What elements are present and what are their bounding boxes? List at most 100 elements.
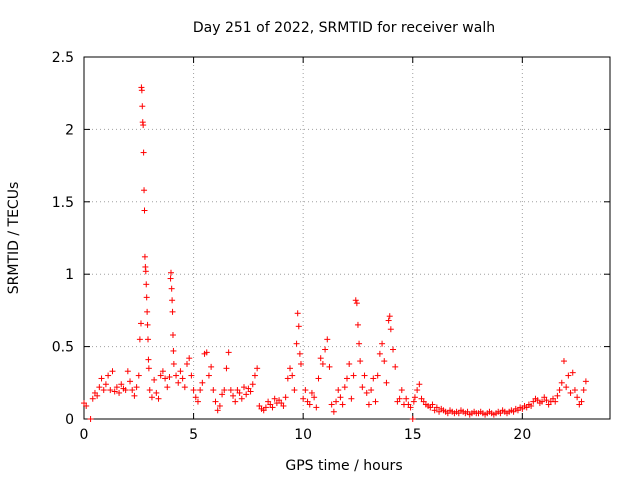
- data-point: [143, 294, 150, 301]
- data-point: [554, 392, 561, 399]
- chart-title: Day 251 of 2022, SRMTID for receiver wal…: [193, 20, 495, 36]
- data-point: [225, 349, 232, 356]
- data-point: [313, 404, 320, 411]
- data-point: [240, 384, 247, 391]
- data-point: [144, 321, 151, 328]
- y-tick-label: 1.5: [52, 195, 74, 211]
- data-point: [386, 313, 393, 320]
- data-point: [287, 365, 294, 372]
- data-point: [221, 387, 228, 394]
- data-point: [247, 388, 254, 395]
- data-point: [392, 363, 399, 370]
- data-point: [295, 323, 302, 330]
- data-point: [289, 372, 296, 379]
- data-point: [118, 381, 125, 388]
- data-point: [308, 389, 315, 396]
- data-point: [216, 402, 223, 409]
- data-point: [254, 365, 261, 372]
- data-point: [188, 372, 195, 379]
- data-point: [354, 321, 361, 328]
- data-point: [337, 394, 344, 401]
- data-point: [324, 336, 331, 343]
- axis-ticks: [83, 56, 610, 420]
- data-points: [81, 84, 589, 422]
- data-point: [192, 394, 199, 401]
- data-point: [140, 122, 147, 129]
- data-point: [580, 387, 587, 394]
- data-point: [357, 358, 364, 365]
- data-point: [144, 336, 151, 343]
- data-point: [341, 384, 348, 391]
- data-point: [190, 387, 197, 394]
- data-point: [109, 368, 116, 375]
- data-point: [167, 275, 174, 282]
- data-point: [159, 368, 166, 375]
- data-point: [376, 350, 383, 357]
- data-point: [142, 268, 149, 275]
- data-point: [379, 340, 386, 347]
- data-point: [141, 207, 148, 214]
- data-point: [168, 285, 175, 292]
- data-point: [89, 395, 96, 402]
- data-point: [317, 355, 324, 362]
- data-point: [269, 404, 276, 411]
- y-tick-labels: 0 0.5 1 1.5 2 2.5: [52, 50, 74, 428]
- data-point: [232, 398, 239, 405]
- data-point: [170, 347, 177, 354]
- data-point: [390, 346, 397, 353]
- data-point: [169, 297, 176, 304]
- data-point: [322, 346, 329, 353]
- data-point: [153, 389, 160, 396]
- data-point: [98, 375, 105, 382]
- data-point: [429, 401, 436, 408]
- data-point: [335, 387, 342, 394]
- data-point: [293, 340, 300, 347]
- data-point: [330, 408, 337, 415]
- data-point: [184, 360, 191, 367]
- data-point: [356, 340, 363, 347]
- data-point: [571, 387, 578, 394]
- data-point: [168, 269, 175, 276]
- data-point: [414, 387, 421, 394]
- data-point: [197, 387, 204, 394]
- data-point: [372, 398, 379, 405]
- data-point: [227, 387, 234, 394]
- y-tick-label: 0: [65, 412, 74, 428]
- data-point: [403, 395, 410, 402]
- data-point: [205, 372, 212, 379]
- data-point: [138, 87, 145, 94]
- data-point: [133, 384, 140, 391]
- x-tick-label: 20: [513, 427, 531, 443]
- data-point: [416, 381, 423, 388]
- data-point: [155, 395, 162, 402]
- data-point: [262, 404, 269, 411]
- data-point: [352, 297, 359, 304]
- y-tick-label: 2.5: [52, 50, 74, 66]
- data-point: [175, 379, 182, 386]
- data-point: [552, 398, 559, 405]
- x-tick-label: 5: [189, 427, 198, 443]
- data-point: [169, 308, 176, 315]
- y-tick-label: 0.5: [52, 340, 74, 356]
- data-point: [296, 350, 303, 357]
- data-point: [365, 401, 372, 408]
- data-point: [300, 395, 307, 402]
- data-point: [291, 387, 298, 394]
- data-point: [145, 356, 152, 363]
- data-point: [131, 392, 138, 399]
- data-point: [558, 379, 565, 386]
- data-point: [111, 388, 118, 395]
- data-point: [556, 387, 563, 394]
- data-point: [214, 407, 221, 414]
- data-point: [411, 394, 418, 401]
- data-point: [315, 375, 322, 382]
- data-point: [381, 358, 388, 365]
- data-point: [148, 394, 155, 401]
- data-point: [141, 253, 148, 260]
- data-point: [177, 368, 184, 375]
- data-point: [359, 384, 366, 391]
- data-point: [407, 404, 414, 411]
- data-point: [173, 372, 180, 379]
- data-point: [409, 416, 416, 422]
- data-point: [539, 398, 546, 405]
